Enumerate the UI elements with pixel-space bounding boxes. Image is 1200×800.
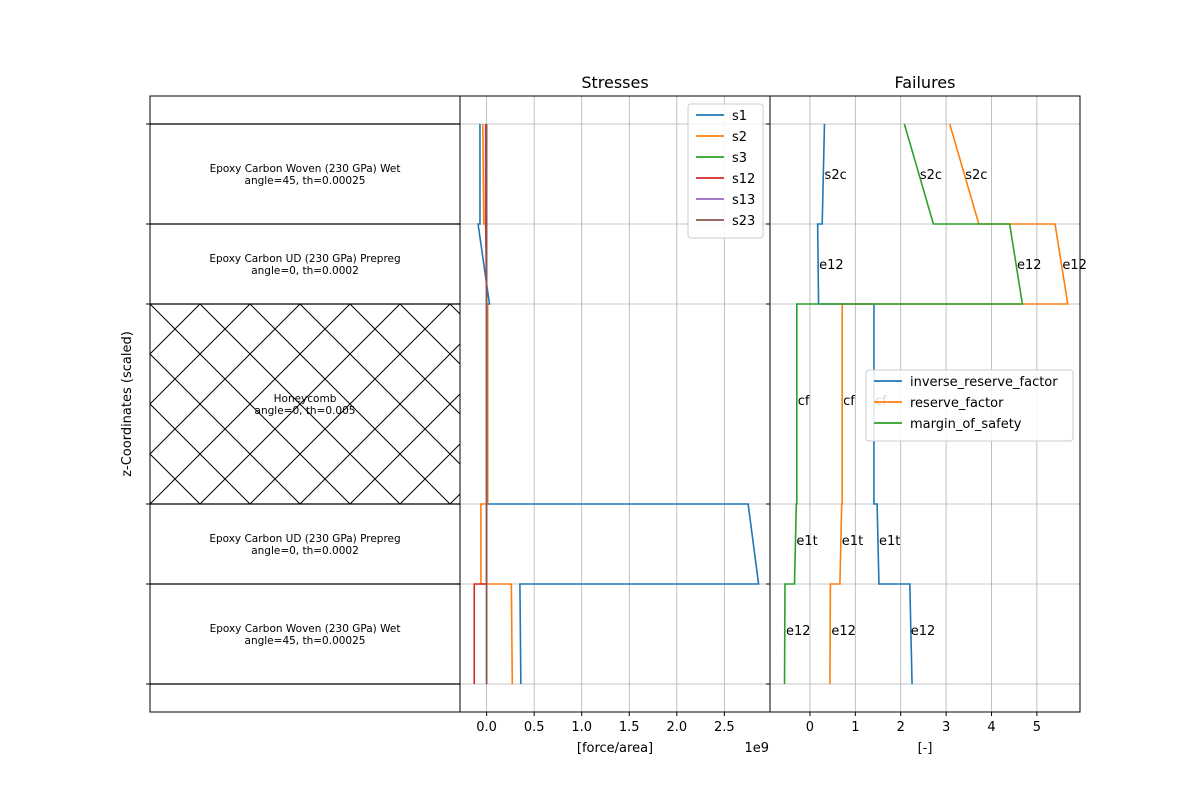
failures-x-label: [-] bbox=[918, 741, 933, 756]
y-axis-label: z-Coordinates (scaled) bbox=[120, 331, 135, 477]
layer-props-label: angle=45, th=0.00025 bbox=[245, 175, 366, 187]
stresses-legend: s1 s2 s3 s12 s13 s23 bbox=[687, 103, 764, 239]
layer-material-label: Epoxy Carbon Woven (230 GPa) Wet bbox=[210, 623, 401, 635]
failure-mode-label: e12 bbox=[1062, 258, 1087, 273]
failures-panel: Failures e12e12e12e1te1te1tcfcfcfe12e12e… bbox=[770, 73, 1087, 756]
failures-title: Failures bbox=[895, 73, 956, 92]
layer-material-label: Epoxy Carbon Woven (230 GPa) Wet bbox=[210, 163, 401, 175]
failure-mode-label: e12 bbox=[1017, 258, 1042, 273]
layer-material-label: Epoxy Carbon UD (230 GPa) Prepreg bbox=[209, 533, 400, 545]
stresses-x-ticks: 0.0 0.5 1.0 1.5 2.0 2.5 bbox=[476, 712, 735, 735]
failures-legend: inverse_reserve_factor reserve_factormarg… bbox=[865, 369, 1074, 442]
legend-entry-label: s1 bbox=[732, 109, 747, 124]
axes-frames bbox=[146, 95, 1081, 713]
x-tick-label: 4 bbox=[987, 720, 995, 735]
layer-box bbox=[150, 124, 460, 224]
axes-frame bbox=[769, 95, 1081, 713]
layer-material-label: Honeycomb bbox=[274, 393, 337, 405]
failures-annotations: e12e12e12e1te1te1tcfcfcfe12e12e12s2cs2cs… bbox=[786, 168, 1087, 639]
failures-x-ticks: 0 1 2 3 4 5 bbox=[806, 712, 1041, 735]
failure-mode-label: e12 bbox=[831, 624, 856, 639]
stresses-panel: Stresses 0.0 0.5 1.0 1.5 2.0 2.5 [force/area]… bbox=[460, 73, 770, 756]
failure-mode-label: e12 bbox=[819, 258, 844, 273]
x-tick-label: 5 bbox=[1033, 720, 1041, 735]
legend-entry-label: s12 bbox=[732, 172, 755, 187]
layer-box bbox=[150, 584, 460, 684]
x-tick-label: 1 bbox=[851, 720, 859, 735]
layer-box bbox=[150, 304, 460, 504]
stresses-lines bbox=[473, 123, 760, 685]
failure-mode-label: e1t bbox=[879, 534, 900, 549]
x-tick-label: 2 bbox=[897, 720, 905, 735]
layup-panel: Epoxy Carbon Woven (230 GPa) Wetangle=45… bbox=[150, 123, 460, 685]
x-tick-label: 1.5 bbox=[619, 720, 640, 735]
legend-entry-label: reserve_factor bbox=[910, 396, 1004, 411]
legend-box bbox=[687, 103, 764, 239]
layer-material-label: Epoxy Carbon UD (230 GPa) Prepreg bbox=[209, 253, 400, 265]
x-tick-label: 2.0 bbox=[666, 720, 687, 735]
layer-props-label: angle=0, th=0.005 bbox=[255, 405, 356, 417]
legend-entry-label: s3 bbox=[732, 151, 747, 166]
legend-entry-label: inverse_reserve_factor bbox=[910, 375, 1058, 390]
failure-mode-label: cf bbox=[843, 394, 855, 409]
legend-box bbox=[865, 369, 1074, 442]
stresses-x-multiplier: 1e9 bbox=[744, 741, 769, 756]
failure-mode-label: e12 bbox=[786, 624, 811, 639]
series-line-margin_of_safety bbox=[783, 123, 1024, 685]
layer-props-label: angle=45, th=0.00025 bbox=[245, 635, 366, 647]
x-tick-label: 0 bbox=[806, 720, 814, 735]
failure-mode-label: s2c bbox=[920, 168, 942, 183]
x-tick-label: 2.5 bbox=[714, 720, 735, 735]
x-tick-label: 0.0 bbox=[476, 720, 497, 735]
legend-entry-label: margin_of_safety bbox=[910, 417, 1022, 432]
failure-mode-label: cf bbox=[798, 394, 810, 409]
failure-mode-label: e1t bbox=[842, 534, 863, 549]
legend-entry-label: s2 bbox=[732, 130, 747, 145]
x-tick-label: 3 bbox=[942, 720, 950, 735]
layer-props-label: angle=0, th=0.0002 bbox=[251, 545, 359, 557]
legend-entry-label: s13 bbox=[732, 193, 755, 208]
x-tick-label: 1.0 bbox=[571, 720, 592, 735]
legend-entry-label: s23 bbox=[732, 214, 755, 229]
stresses-x-label: [force/area] bbox=[577, 741, 653, 756]
failure-mode-label: s2c bbox=[965, 168, 987, 183]
layer-box bbox=[150, 504, 460, 584]
layer-props-label: angle=0, th=0.0002 bbox=[251, 265, 359, 277]
failure-mode-label: s2c bbox=[825, 168, 847, 183]
x-tick-label: 0.5 bbox=[524, 720, 545, 735]
failure-mode-label: e12 bbox=[911, 624, 936, 639]
stresses-title: Stresses bbox=[581, 73, 648, 92]
series-line-reserve_factor bbox=[829, 123, 1069, 685]
layer-box bbox=[150, 224, 460, 304]
failure-mode-label: e1t bbox=[796, 534, 817, 549]
